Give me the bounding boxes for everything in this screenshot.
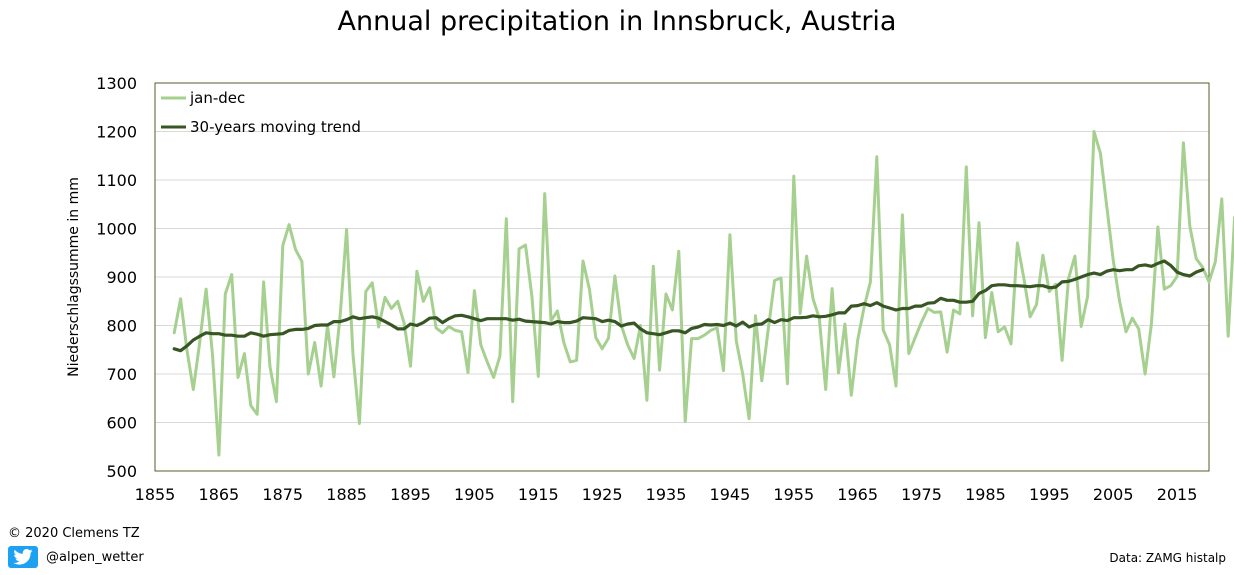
- series-lines: [172, 130, 1234, 457]
- twitter-credit: @alpen_wetter: [8, 546, 144, 568]
- x-tick-label: 2015: [1157, 485, 1198, 504]
- legend-label: 30-years moving trend: [190, 118, 361, 136]
- x-tick-label: 1935: [646, 485, 687, 504]
- y-tick-label: 900: [106, 268, 137, 287]
- chart-title: Annual precipitation in Innsbruck, Austr…: [337, 6, 897, 37]
- x-tick-label: 1895: [390, 485, 431, 504]
- y-tick-label: 1300: [96, 74, 137, 93]
- y-tick-label: 700: [106, 365, 137, 384]
- x-tick-label: 1855: [135, 485, 176, 504]
- y-tick-label: 800: [106, 317, 137, 336]
- y-tick-label: 1200: [96, 123, 137, 142]
- x-tick-label: 1905: [454, 485, 495, 504]
- x-tick-label: 1925: [582, 485, 623, 504]
- x-tick-label: 1885: [326, 485, 367, 504]
- y-tick-label: 600: [106, 414, 137, 433]
- y-tick-label: 500: [106, 462, 137, 481]
- twitter-bird-icon: [8, 546, 38, 568]
- x-tick-label: 1865: [199, 485, 240, 504]
- legend-label: jan-dec: [189, 89, 245, 107]
- x-tick-label: 1965: [837, 485, 878, 504]
- legend: jan-dec 30-years moving trend: [161, 89, 361, 136]
- x-tick-label: 1955: [773, 485, 814, 504]
- x-tick-label: 1975: [901, 485, 942, 504]
- x-tick-label: 1945: [710, 485, 751, 504]
- y-axis-label: Niederschlagssumme in mm: [66, 177, 82, 377]
- data-source: Data: ZAMG histalp: [1109, 551, 1226, 565]
- series-line-30-year-trend: [172, 259, 1205, 353]
- series-line-jan-dec: [172, 130, 1234, 457]
- y-tick-label: 1000: [96, 220, 137, 239]
- x-tick-label: 1875: [262, 485, 303, 504]
- gridlines: [155, 131, 1209, 423]
- x-tick-label: 2005: [1093, 485, 1134, 504]
- twitter-handle[interactable]: @alpen_wetter: [46, 549, 144, 565]
- copyright-text: © 2020 Clemens TZ: [8, 526, 140, 541]
- y-tick-labels: 500 600 700 800 900 1000 1100 1200 1300: [96, 74, 137, 481]
- x-tick-label: 1915: [518, 485, 559, 504]
- y-tick-label: 1100: [96, 171, 137, 190]
- x-tick-labels: 1855 1865 1875 1885 1895 1905 1915 1925 1935 1945…: [135, 485, 1198, 504]
- x-tick-label: 1995: [1029, 485, 1070, 504]
- x-tick-label: 1985: [965, 485, 1006, 504]
